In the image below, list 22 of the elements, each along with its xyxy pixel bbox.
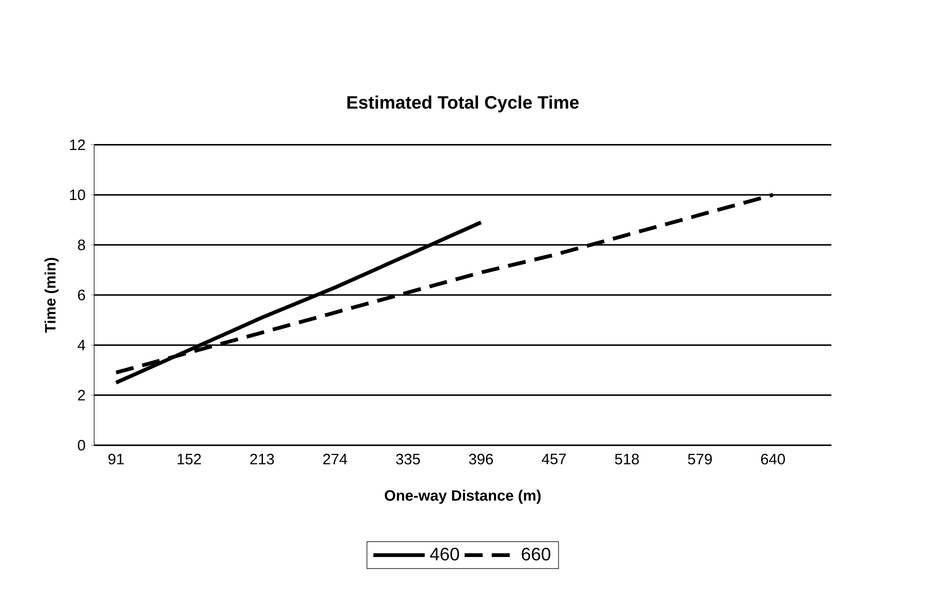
y-tick-label: 6 — [78, 290, 86, 300]
x-tick-label: 335 — [396, 454, 420, 464]
x-axis-title: One-way Distance (m) — [384, 490, 541, 504]
y-tick-label: 0 — [78, 440, 86, 450]
x-tick-label: 152 — [178, 454, 201, 464]
x-tick-label: 518 — [615, 454, 639, 464]
y-axis-title: Time (min) — [44, 258, 59, 333]
x-tick-label: 91 — [108, 454, 124, 464]
y-tick-label: 4 — [78, 340, 86, 350]
x-tick-label: 579 — [688, 454, 712, 464]
x-tick-label: 213 — [250, 454, 274, 464]
legend-label: 460 — [430, 548, 460, 560]
x-tick-label: 640 — [761, 454, 785, 464]
y-tick-label: 2 — [78, 390, 85, 400]
x-tick-label: 396 — [469, 454, 493, 464]
chart-title: Estimated Total Cycle Time — [347, 95, 579, 112]
y-tick-label: 12 — [70, 139, 85, 150]
y-tick-label: 8 — [78, 240, 86, 250]
legend-label: 660 — [522, 548, 550, 560]
x-tick-label: 457 — [542, 454, 566, 464]
y-tick-label: 10 — [70, 189, 86, 200]
x-tick-label: 274 — [323, 454, 348, 464]
